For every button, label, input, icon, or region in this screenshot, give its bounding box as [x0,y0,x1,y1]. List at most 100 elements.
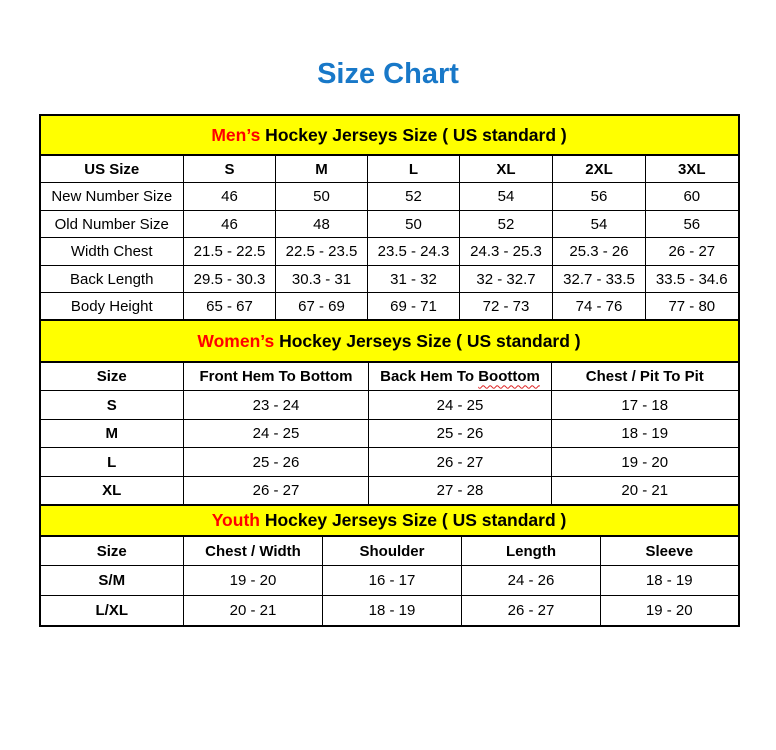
section-title-youth: Youth Hockey Jerseys Size ( US standard … [38,504,740,537]
section-title-mens: Men’s Hockey Jerseys Size ( US standard … [38,114,740,157]
size-value: 24.3 - 25.3 [459,237,553,266]
row-label: Width Chest [39,237,184,266]
column-header: Chest / Pit To Pit [550,361,740,392]
page-title: Size Chart [317,58,459,90]
size-value: 46 [183,182,276,211]
table-row: Body Height 65 - 67 67 - 69 69 - 71 72 -… [39,292,740,321]
size-value: 60 [644,182,740,211]
size-value: 56 [644,209,740,239]
column-header: Chest / Width [183,535,323,567]
size-value: 65 - 67 [183,292,276,321]
size-value: 16 - 17 [322,565,462,597]
table-row: New Number Size 46 50 52 54 56 60 [39,182,740,211]
size-value: 22.5 - 23.5 [275,237,368,266]
column-header: 3XL [644,154,740,184]
size-value: 74 - 76 [552,292,646,321]
youth-size-table: Youth Hockey Jerseys Size ( US standard … [38,503,740,627]
section-title-rest: Hockey Jerseys Size ( US standard ) [260,124,567,145]
size-value: 25.3 - 26 [552,237,646,266]
table-header-row: Size Front Hem To Bottom Back Hem To Boo… [39,361,740,392]
size-value: 26 - 27 [461,595,601,627]
column-header: Shoulder [322,535,462,567]
section-title-highlight: Men’s [211,124,261,145]
size-value: 19 - 20 [183,565,323,597]
size-value: 48 [275,209,368,239]
size-value: 52 [367,182,460,211]
table-row: L 25 - 26 26 - 27 19 - 20 [39,447,740,477]
column-header: XL [459,154,553,184]
column-header: S [183,154,276,184]
size-value: 23.5 - 24.3 [367,237,460,266]
row-label: Body Height [39,292,184,321]
size-value: 18 - 19 [599,565,740,597]
misspelled-word: Boottom [478,368,540,386]
size-value: 33.5 - 34.6 [644,264,740,294]
section-title-highlight: Youth [211,509,260,530]
size-value: 23 - 24 [183,390,369,420]
size-value: 56 [552,182,646,211]
size-value: 18 - 19 [550,418,740,449]
section-title-rest: Hockey Jerseys Size ( US standard ) [259,509,567,530]
table-header-row: US Size S M L XL 2XL 3XL [39,154,740,184]
table-row: M 24 - 25 25 - 26 18 - 19 [39,418,740,449]
size-value: 17 - 18 [550,390,740,420]
column-header: L [367,154,460,184]
size-value: 27 - 28 [368,475,552,506]
size-value: 24 - 26 [461,565,601,597]
table-row: Men’s Hockey Jerseys Size ( US standard … [38,114,740,157]
size-value: 52 [459,209,553,239]
table-row: XL 26 - 27 27 - 28 20 - 21 [39,475,740,506]
size-chart-page: Size Chart Men’s Hockey Jerseys Size ( U… [0,58,776,627]
size-value: 69 - 71 [367,292,460,321]
table-row: L/XL 20 - 21 18 - 19 26 - 27 19 - 20 [39,595,740,627]
size-value: 20 - 21 [183,595,323,627]
table-row: Youth Hockey Jerseys Size ( US standard … [38,504,740,537]
row-label: L/XL [39,595,184,627]
row-label: Old Number Size [39,209,184,239]
column-header: US Size [39,154,184,184]
size-value: 50 [367,209,460,239]
size-value: 26 - 27 [644,237,740,266]
size-value: 18 - 19 [322,595,462,627]
size-value: 67 - 69 [275,292,368,321]
size-value: 20 - 21 [550,475,740,506]
size-value: 72 - 73 [459,292,553,321]
section-title-womens: Women’s Hockey Jerseys Size ( US standar… [38,319,740,364]
size-value: 46 [183,209,276,239]
column-header: Size [39,361,184,392]
size-value: 19 - 20 [550,447,740,477]
column-header: Size [39,535,184,567]
mens-size-table: Men’s Hockey Jerseys Size ( US standard … [38,114,740,322]
column-header: Front Hem To Bottom [183,361,369,392]
table-row: S 23 - 24 24 - 25 17 - 18 [39,390,740,420]
size-value: 26 - 27 [368,447,552,477]
size-value: 29.5 - 30.3 [183,264,276,294]
size-value: 25 - 26 [368,418,552,449]
size-value: 54 [552,209,646,239]
size-value: 77 - 80 [644,292,740,321]
size-tables-container: Men’s Hockey Jerseys Size ( US standard … [38,114,740,627]
column-header: Length [461,535,601,567]
size-value: 24 - 25 [368,390,552,420]
table-row: Women’s Hockey Jerseys Size ( US standar… [38,319,740,364]
row-label: New Number Size [39,182,184,211]
column-header-back-hem: Back Hem To Boottom [368,361,552,392]
size-value: 19 - 20 [599,595,740,627]
row-label: XL [39,475,184,506]
column-header: M [275,154,368,184]
table-row: Old Number Size 46 48 50 52 54 56 [39,209,740,239]
row-label: S [39,390,184,420]
size-value: 50 [275,182,368,211]
table-row: S/M 19 - 20 16 - 17 24 - 26 18 - 19 [39,565,740,597]
row-label: M [39,418,184,449]
size-value: 32.7 - 33.5 [552,264,646,294]
size-value: 31 - 32 [367,264,460,294]
womens-size-table: Women’s Hockey Jerseys Size ( US standar… [38,319,740,506]
row-label: Back Length [39,264,184,294]
size-value: 25 - 26 [183,447,369,477]
row-label: L [39,447,184,477]
size-value: 26 - 27 [183,475,369,506]
column-header: 2XL [552,154,646,184]
size-value: 54 [459,182,553,211]
section-title-highlight: Women’s [197,330,275,351]
